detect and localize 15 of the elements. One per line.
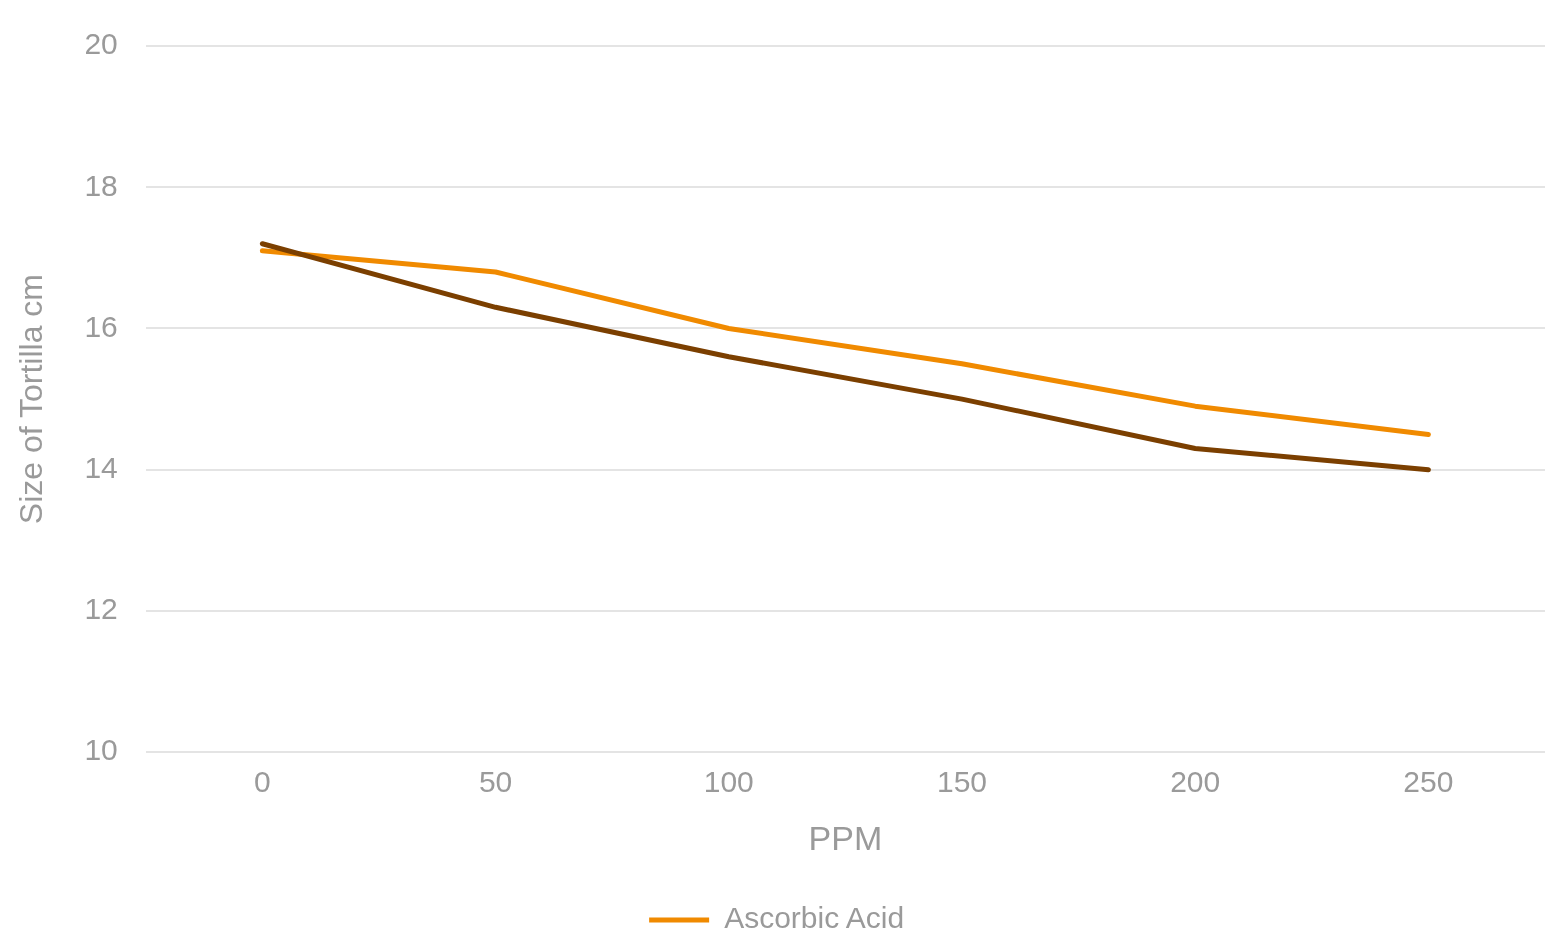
y-tick-label: 14 xyxy=(84,450,118,484)
x-tick-label: 100 xyxy=(703,765,754,799)
y-tick-label: 10 xyxy=(84,733,118,767)
x-axis-title: PPM xyxy=(808,818,883,857)
y-axis-title: Size of Tortilla cm xyxy=(13,274,50,525)
x-tick-label: 0 xyxy=(254,765,271,799)
y-tick-label: 20 xyxy=(84,27,118,61)
y-tick-label: 12 xyxy=(84,592,118,626)
legend-label: Ascorbic Acid xyxy=(724,901,905,935)
x-tick-label: 150 xyxy=(936,765,988,799)
x-tick-label: 50 xyxy=(478,765,513,799)
y-tick-label: 18 xyxy=(84,168,118,202)
x-tick-label: 200 xyxy=(1170,765,1221,799)
x-tick-label: 250 xyxy=(1403,765,1454,799)
y-tick-label: 16 xyxy=(84,309,118,343)
